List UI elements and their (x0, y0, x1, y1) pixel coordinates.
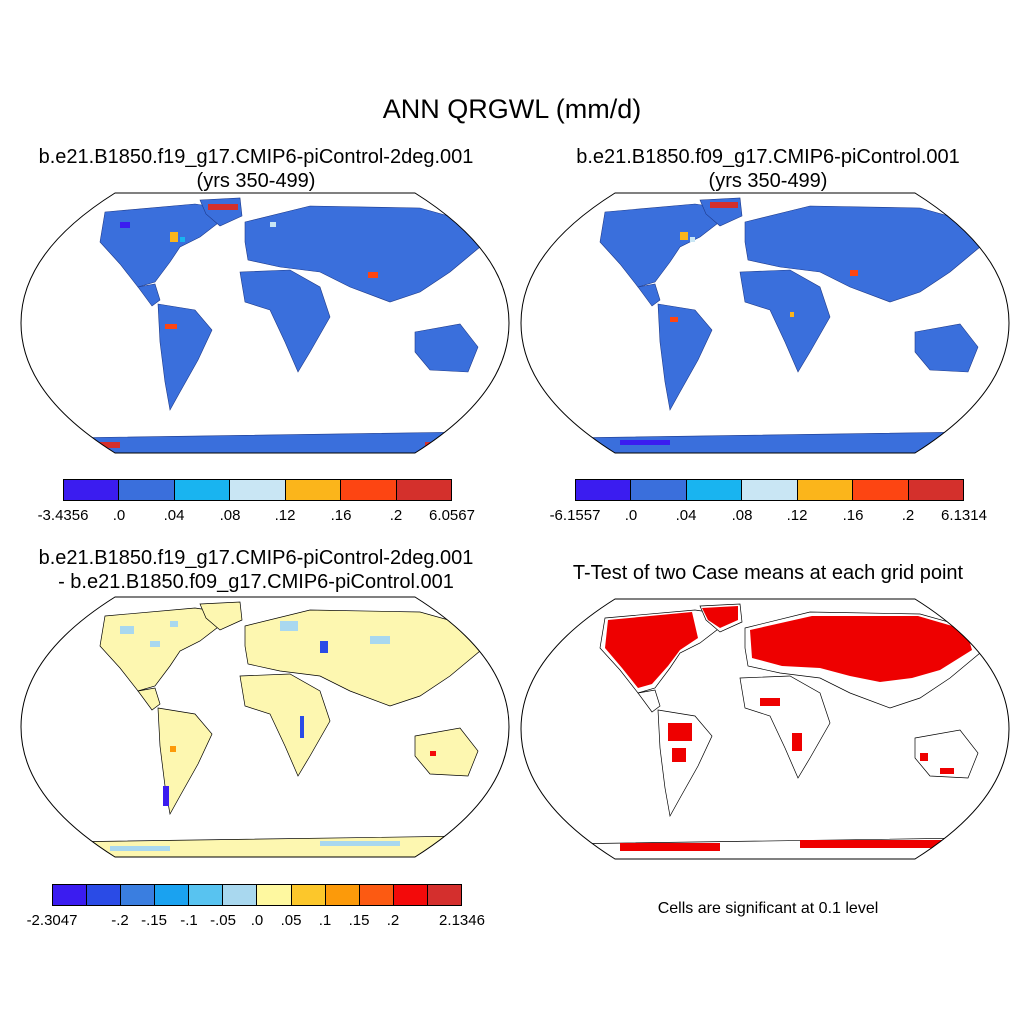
panel3-tick-label: -.05 (210, 912, 236, 929)
panel3-map (20, 596, 510, 858)
panel3-tick-label: -2.3047 (26, 912, 78, 929)
panel2-tick-label: -6.1557 (549, 507, 601, 524)
panel1-swatch (119, 480, 175, 500)
panel3-title-line2: - b.e21.B1850.f09_g17.CMIP6-piControl.00… (58, 571, 454, 593)
panel3-tick-label: .1 (318, 912, 332, 929)
panel3-anomalies (110, 621, 436, 851)
panel3-swatch (223, 885, 258, 905)
panel3-swatch (325, 885, 360, 905)
panel3-tick-label: .0 (250, 912, 264, 929)
panel2-map (520, 192, 1010, 454)
panel1-tick-label: .08 (219, 507, 241, 524)
panel2-tick-label: .12 (786, 507, 808, 524)
panel3-swatch (291, 885, 326, 905)
panel1-tick-label: .04 (163, 507, 185, 524)
panel2-colorbar (575, 479, 964, 501)
panel1-tick-label: .2 (389, 507, 403, 524)
panel1-map (20, 192, 510, 454)
panel1-title-line1: b.e21.B1850.f19_g17.CMIP6-piControl-2deg… (38, 146, 474, 168)
panel2-tick-label: .16 (842, 507, 864, 524)
panel2-tick-label: .0 (624, 507, 638, 524)
antarctica (39, 835, 491, 857)
panel3-swatch (53, 885, 88, 905)
panel2-tick-label: .2 (901, 507, 915, 524)
africa (239, 673, 331, 777)
panel2-swatch (631, 480, 687, 500)
panel3-tick-label: -.15 (141, 912, 167, 929)
panel4-significant-cells (605, 606, 972, 851)
panel2-swatch (686, 480, 743, 500)
south-america (157, 303, 213, 411)
panel2-swatch (576, 480, 632, 500)
panel3-tick-label: .2 (386, 912, 400, 929)
central-america (637, 689, 661, 713)
panel2-swatch (853, 480, 909, 500)
panel1-swatch (174, 480, 231, 500)
central-america (637, 283, 661, 307)
panel1-swatch (396, 480, 451, 500)
panel1-colorbar (63, 479, 452, 501)
panel3-swatch (257, 885, 292, 905)
antarctica (539, 431, 991, 453)
africa (739, 269, 831, 373)
panel2-swatch (908, 480, 963, 500)
panel2-swatch (797, 480, 854, 500)
panel2-title-line1: b.e21.B1850.f09_g17.CMIP6-piControl.001 (576, 146, 960, 168)
south-america (157, 707, 213, 816)
figure-title: ANN QRGWL (mm/d) (382, 94, 642, 124)
panel3-swatch (121, 885, 156, 905)
panel3-swatch (87, 885, 122, 905)
panel3-colorbar (52, 884, 462, 906)
panel1-swatch (285, 480, 342, 500)
panel3-tick-label: -.2 (111, 912, 129, 929)
eurasia (244, 205, 481, 303)
significance-note: Cells are significant at 0.1 level (657, 900, 879, 917)
panel3-tick-label: .15 (348, 912, 370, 929)
panel3-swatch (359, 885, 394, 905)
panel1-tick-label: .16 (330, 507, 352, 524)
panel2-title-line2: (yrs 350-499) (708, 170, 828, 192)
australia (414, 323, 479, 373)
panel1-swatch (64, 480, 120, 500)
panel3-tick-label: -.1 (180, 912, 198, 929)
panel1-swatch (230, 480, 286, 500)
panel1-land (39, 197, 491, 453)
panel4-title: T-Test of two Case means at each grid po… (572, 562, 964, 584)
africa (239, 269, 331, 373)
panel1-swatch (341, 480, 397, 500)
panel3-title: b.e21.B1850.f19_g17.CMIP6-piControl-2deg… (0, 546, 512, 594)
africa (739, 675, 831, 779)
panel3-swatch (155, 885, 190, 905)
panel3-swatch (189, 885, 224, 905)
panel2-tick-label: .08 (731, 507, 753, 524)
south-america (657, 303, 713, 411)
eurasia (744, 205, 981, 303)
central-america (137, 283, 161, 307)
panel1-tick-label: .0 (112, 507, 126, 524)
greenland (199, 601, 243, 631)
panel4-map (520, 598, 1010, 860)
panel3-swatch (427, 885, 461, 905)
panel3-title-line1: b.e21.B1850.f19_g17.CMIP6-piControl-2deg… (38, 547, 474, 569)
panel2-swatch (742, 480, 798, 500)
panel1-tick-label: 6.0567 (429, 507, 475, 524)
central-america (137, 687, 161, 711)
eurasia (244, 609, 481, 707)
australia (914, 323, 979, 373)
panel2-tick-label: 6.1314 (941, 507, 987, 524)
panel3-swatch (393, 885, 428, 905)
australia (914, 729, 979, 779)
panel1-title: b.e21.B1850.f19_g17.CMIP6-piControl-2deg… (0, 145, 512, 193)
panel1-tick-label: .12 (274, 507, 296, 524)
australia (414, 727, 479, 777)
panel3-land (39, 601, 491, 857)
panel3-tick-label: 2.1346 (439, 912, 485, 929)
panel2-title: b.e21.B1850.f09_g17.CMIP6-piControl.001 … (512, 145, 1024, 193)
panel1-tick-label: -3.4356 (37, 507, 89, 524)
panel2-land (539, 197, 991, 453)
panel1-title-line2: (yrs 350-499) (196, 170, 316, 192)
panel3-tick-label: .05 (280, 912, 302, 929)
panel2-tick-label: .04 (675, 507, 697, 524)
